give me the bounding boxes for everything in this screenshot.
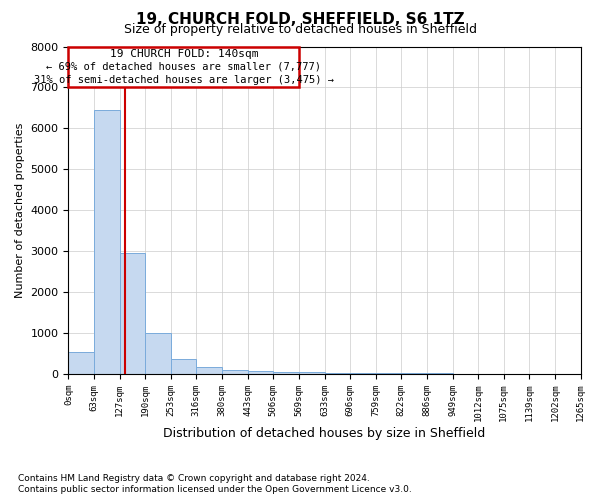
Y-axis label: Number of detached properties: Number of detached properties	[15, 122, 25, 298]
X-axis label: Distribution of detached houses by size in Sheffield: Distribution of detached houses by size …	[163, 427, 485, 440]
Bar	[68, 352, 94, 374]
Bar	[299, 372, 325, 374]
Bar	[94, 110, 120, 374]
Bar	[196, 366, 222, 374]
Text: 19, CHURCH FOLD, SHEFFIELD, S6 1TZ: 19, CHURCH FOLD, SHEFFIELD, S6 1TZ	[136, 12, 464, 28]
Bar	[145, 333, 171, 374]
Bar	[350, 373, 376, 374]
Bar	[325, 372, 350, 374]
Bar	[222, 370, 248, 374]
Text: 19 CHURCH FOLD: 140sqm: 19 CHURCH FOLD: 140sqm	[110, 50, 258, 59]
Text: ← 69% of detached houses are smaller (7,777): ← 69% of detached houses are smaller (7,…	[46, 62, 321, 72]
Text: 31% of semi-detached houses are larger (3,475) →: 31% of semi-detached houses are larger (…	[34, 74, 334, 85]
Bar	[376, 373, 401, 374]
Text: Size of property relative to detached houses in Sheffield: Size of property relative to detached ho…	[124, 22, 476, 36]
Bar	[248, 371, 273, 374]
FancyBboxPatch shape	[68, 48, 299, 86]
Bar	[171, 358, 196, 374]
Bar	[120, 254, 145, 374]
Text: Contains HM Land Registry data © Crown copyright and database right 2024.
Contai: Contains HM Land Registry data © Crown c…	[18, 474, 412, 494]
Bar	[273, 372, 299, 374]
